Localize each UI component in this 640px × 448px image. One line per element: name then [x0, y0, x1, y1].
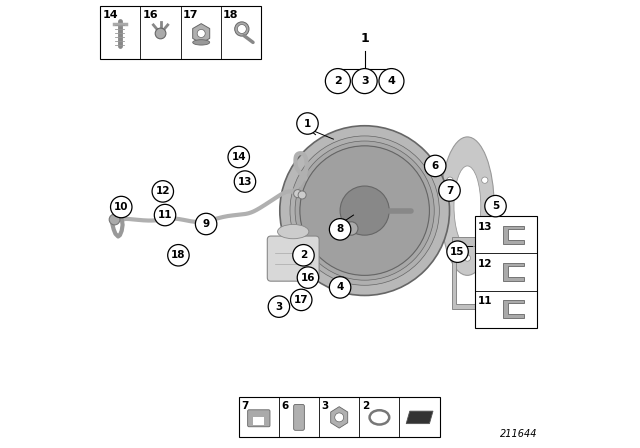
Text: 13: 13 [237, 177, 252, 186]
Text: 8: 8 [337, 224, 344, 234]
Text: 9: 9 [202, 219, 210, 229]
Circle shape [325, 69, 350, 94]
Circle shape [330, 219, 351, 240]
Circle shape [295, 141, 435, 280]
Circle shape [268, 296, 290, 317]
Text: 10: 10 [114, 202, 129, 212]
FancyBboxPatch shape [100, 6, 261, 59]
Circle shape [154, 204, 176, 226]
Ellipse shape [235, 22, 249, 36]
Polygon shape [502, 263, 524, 281]
FancyBboxPatch shape [248, 410, 270, 427]
Circle shape [330, 277, 351, 298]
Text: 2: 2 [334, 76, 342, 86]
Text: 15: 15 [451, 247, 465, 257]
Text: 14: 14 [232, 152, 246, 162]
Circle shape [197, 30, 205, 38]
Circle shape [298, 191, 306, 199]
Polygon shape [502, 226, 524, 244]
Circle shape [195, 213, 217, 235]
Circle shape [234, 171, 256, 192]
Polygon shape [193, 24, 210, 43]
Circle shape [439, 180, 460, 201]
Circle shape [111, 196, 132, 218]
Circle shape [482, 177, 488, 183]
Text: 11: 11 [158, 210, 172, 220]
Polygon shape [502, 300, 524, 318]
FancyBboxPatch shape [476, 216, 537, 327]
Ellipse shape [454, 166, 481, 246]
Text: 12: 12 [156, 186, 170, 196]
Text: 12: 12 [478, 259, 493, 269]
Text: 4: 4 [337, 282, 344, 293]
Polygon shape [452, 237, 476, 309]
Circle shape [280, 126, 449, 296]
Text: 6: 6 [282, 401, 289, 411]
Text: 5: 5 [492, 201, 499, 211]
Text: 13: 13 [478, 222, 493, 232]
Text: 16: 16 [143, 9, 158, 20]
Text: 18: 18 [223, 9, 239, 20]
FancyBboxPatch shape [253, 418, 264, 426]
Text: 16: 16 [301, 272, 315, 283]
Circle shape [294, 190, 301, 198]
Circle shape [344, 222, 358, 235]
Circle shape [447, 241, 468, 263]
Circle shape [300, 146, 429, 276]
Circle shape [228, 146, 250, 168]
FancyBboxPatch shape [239, 397, 440, 438]
Text: 14: 14 [102, 9, 118, 20]
Text: 3: 3 [275, 302, 282, 312]
Polygon shape [406, 411, 433, 424]
Circle shape [291, 289, 312, 310]
Circle shape [152, 181, 173, 202]
Text: 2: 2 [362, 401, 369, 411]
Ellipse shape [193, 40, 210, 45]
Polygon shape [331, 407, 348, 428]
Text: 1: 1 [304, 119, 311, 129]
Text: 2: 2 [300, 250, 307, 260]
Text: 3: 3 [361, 76, 369, 86]
Text: 211644: 211644 [500, 429, 538, 439]
Circle shape [340, 186, 389, 235]
Text: 17: 17 [294, 295, 308, 305]
Text: 18: 18 [171, 250, 186, 260]
Circle shape [424, 155, 446, 177]
Circle shape [290, 136, 439, 285]
Circle shape [297, 267, 319, 289]
FancyBboxPatch shape [268, 236, 319, 281]
Circle shape [297, 113, 318, 134]
Text: 7: 7 [446, 185, 453, 195]
Text: 11: 11 [478, 296, 493, 306]
Circle shape [464, 255, 470, 261]
Circle shape [379, 69, 404, 94]
Ellipse shape [334, 281, 344, 291]
Ellipse shape [440, 137, 494, 276]
Text: 1: 1 [360, 32, 369, 45]
Circle shape [109, 214, 120, 225]
Text: 6: 6 [431, 161, 439, 171]
Circle shape [168, 245, 189, 266]
Circle shape [352, 69, 377, 94]
Circle shape [156, 28, 166, 39]
Circle shape [292, 245, 314, 266]
Circle shape [237, 25, 246, 34]
Circle shape [484, 195, 506, 217]
Ellipse shape [278, 224, 309, 239]
Text: 7: 7 [241, 401, 249, 411]
Circle shape [300, 146, 429, 275]
Ellipse shape [369, 410, 389, 425]
FancyBboxPatch shape [294, 405, 305, 431]
Circle shape [447, 177, 453, 183]
Circle shape [157, 216, 166, 224]
Text: 17: 17 [183, 9, 198, 20]
Text: 4: 4 [388, 76, 396, 86]
Circle shape [335, 413, 344, 422]
Text: 3: 3 [322, 401, 329, 411]
